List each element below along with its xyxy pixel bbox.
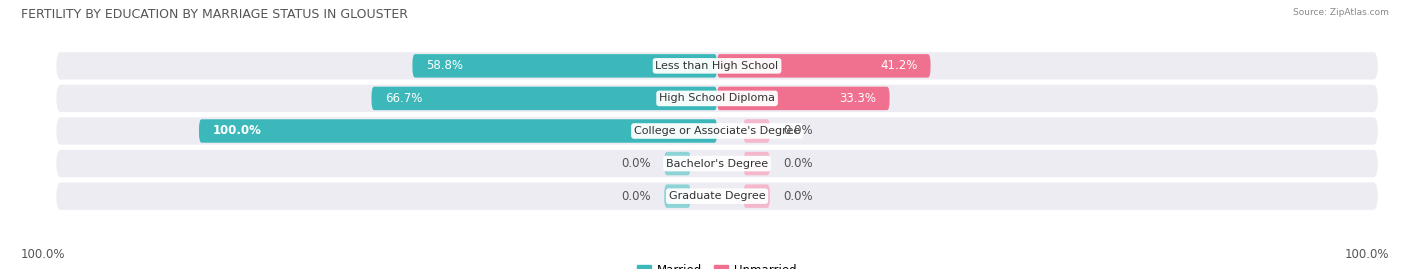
Text: 58.8%: 58.8%	[426, 59, 463, 72]
Text: Source: ZipAtlas.com: Source: ZipAtlas.com	[1294, 8, 1389, 17]
Text: 41.2%: 41.2%	[880, 59, 917, 72]
FancyBboxPatch shape	[56, 182, 1378, 210]
FancyBboxPatch shape	[717, 54, 931, 77]
FancyBboxPatch shape	[56, 52, 1378, 80]
FancyBboxPatch shape	[412, 54, 717, 77]
Text: 100.0%: 100.0%	[212, 125, 262, 137]
FancyBboxPatch shape	[200, 119, 717, 143]
Text: 0.0%: 0.0%	[783, 190, 813, 203]
FancyBboxPatch shape	[744, 152, 770, 175]
Text: College or Associate's Degree: College or Associate's Degree	[634, 126, 800, 136]
Text: Graduate Degree: Graduate Degree	[669, 191, 765, 201]
FancyBboxPatch shape	[371, 87, 717, 110]
Text: 0.0%: 0.0%	[783, 125, 813, 137]
FancyBboxPatch shape	[717, 87, 890, 110]
Text: 100.0%: 100.0%	[21, 248, 66, 261]
Text: 66.7%: 66.7%	[385, 92, 422, 105]
Text: Less than High School: Less than High School	[655, 61, 779, 71]
Text: Bachelor's Degree: Bachelor's Degree	[666, 158, 768, 169]
FancyBboxPatch shape	[744, 119, 770, 143]
Text: 0.0%: 0.0%	[783, 157, 813, 170]
Legend: Married, Unmarried: Married, Unmarried	[633, 260, 801, 269]
FancyBboxPatch shape	[56, 85, 1378, 112]
FancyBboxPatch shape	[744, 185, 770, 208]
Text: High School Diploma: High School Diploma	[659, 93, 775, 103]
Text: 100.0%: 100.0%	[1344, 248, 1389, 261]
FancyBboxPatch shape	[56, 150, 1378, 177]
FancyBboxPatch shape	[56, 117, 1378, 145]
Text: FERTILITY BY EDUCATION BY MARRIAGE STATUS IN GLOUSTER: FERTILITY BY EDUCATION BY MARRIAGE STATU…	[21, 8, 408, 21]
Text: 0.0%: 0.0%	[621, 157, 651, 170]
FancyBboxPatch shape	[664, 152, 690, 175]
FancyBboxPatch shape	[664, 185, 690, 208]
Text: 0.0%: 0.0%	[621, 190, 651, 203]
Text: 33.3%: 33.3%	[839, 92, 876, 105]
